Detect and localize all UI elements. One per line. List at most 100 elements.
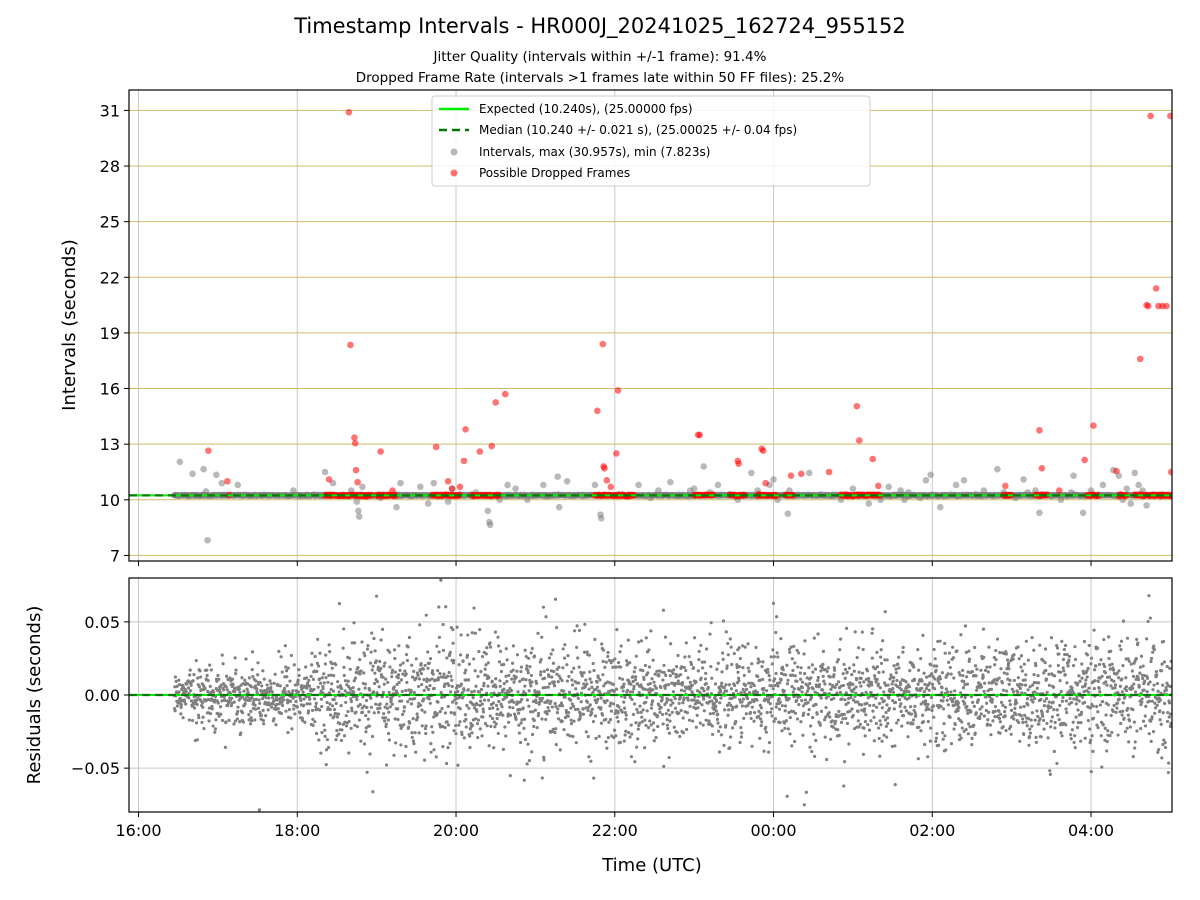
dropped-frame-point (869, 455, 877, 463)
residual-point (330, 704, 335, 708)
residual-point (332, 673, 336, 678)
residual-point (236, 705, 240, 709)
residual-point (585, 700, 590, 704)
residual-point (374, 702, 378, 706)
residual-point (280, 703, 285, 708)
residual-point (450, 684, 454, 689)
residual-point (502, 682, 506, 686)
residual-point (323, 728, 327, 732)
interval-point (202, 488, 210, 495)
residual-point (360, 710, 365, 714)
residual-point (623, 695, 627, 700)
residual-point (523, 684, 527, 688)
residual-point (499, 711, 503, 715)
residual-point (382, 664, 386, 668)
residual-point (181, 683, 185, 688)
residual-point (241, 695, 245, 699)
residual-point (533, 690, 537, 694)
residual-point (236, 709, 240, 714)
residual-point (565, 679, 570, 683)
residual-point (426, 666, 430, 670)
interval-point (189, 470, 196, 478)
residual-point (301, 690, 305, 694)
residual-point (315, 669, 319, 673)
interval-point (901, 496, 908, 504)
residual-point (447, 670, 451, 675)
residual-point (390, 668, 395, 672)
residual-point (505, 679, 509, 683)
residual-point (562, 728, 566, 732)
residual-point (521, 706, 525, 710)
residual-point (174, 679, 178, 683)
residual-point (547, 656, 552, 660)
interval-point (1099, 481, 1107, 489)
residual-point (250, 650, 255, 654)
dropped-frame-point (1136, 355, 1144, 363)
residual-point (198, 675, 203, 679)
residual-point (586, 735, 590, 739)
residual-point (590, 711, 594, 715)
residual-point (388, 650, 392, 654)
residual-point (238, 720, 242, 724)
residual-point (624, 729, 628, 733)
residual-point (522, 690, 526, 694)
residual-point (598, 678, 602, 682)
residual-point (488, 714, 492, 718)
residual-point (344, 700, 348, 705)
residual-point (504, 734, 508, 738)
residual-point (316, 637, 320, 641)
residual-point (619, 644, 623, 648)
residual-point (210, 707, 214, 711)
residual-point (370, 631, 374, 635)
residual-point (548, 682, 552, 686)
residual-point (554, 705, 558, 709)
residual-point (182, 699, 187, 704)
residual-point (517, 723, 521, 727)
dropped-frame-point (613, 450, 620, 457)
residual-point (175, 704, 179, 708)
residual-point (489, 724, 493, 729)
residual-point (435, 644, 439, 648)
residual-point (374, 659, 378, 663)
residual-point (415, 712, 419, 716)
residual-point (299, 698, 303, 703)
residual-point (305, 702, 309, 706)
dropped-frame-point (488, 442, 496, 450)
residual-point (536, 631, 540, 636)
residual-point (440, 695, 444, 699)
residual-point (293, 683, 298, 687)
residual-point (624, 659, 629, 663)
residual-point (530, 646, 534, 651)
residual-point (232, 700, 236, 704)
residual-point (458, 720, 462, 724)
residual-point (303, 720, 307, 724)
residual-point (570, 678, 574, 682)
residual-point (480, 734, 484, 738)
bottom-ytick-label-0: −0.05 (71, 759, 120, 778)
residual-point (556, 717, 561, 721)
residual-point (384, 725, 388, 729)
residual-point (353, 723, 357, 728)
residual-point (526, 656, 531, 660)
residual-point (296, 682, 300, 686)
residual-point (256, 661, 260, 665)
residual-point (581, 712, 586, 716)
residual-point (408, 697, 412, 701)
residual-point (369, 705, 374, 709)
residual-point (297, 673, 301, 678)
residual-point (613, 657, 617, 661)
residual-point (399, 678, 404, 682)
dropped-frame-point (1055, 487, 1063, 494)
interval-point (321, 468, 329, 476)
residual-point (228, 676, 232, 680)
residual-point (518, 679, 522, 683)
residual-point (341, 646, 345, 650)
residual-point (366, 717, 370, 721)
residual-point (611, 665, 615, 669)
bottom-xtick-label-0: 16:00 (115, 821, 161, 840)
residual-point (501, 713, 505, 717)
residual-point (592, 776, 596, 780)
residual-point (546, 699, 550, 703)
residual-point (440, 706, 444, 711)
residual-point (578, 716, 582, 721)
